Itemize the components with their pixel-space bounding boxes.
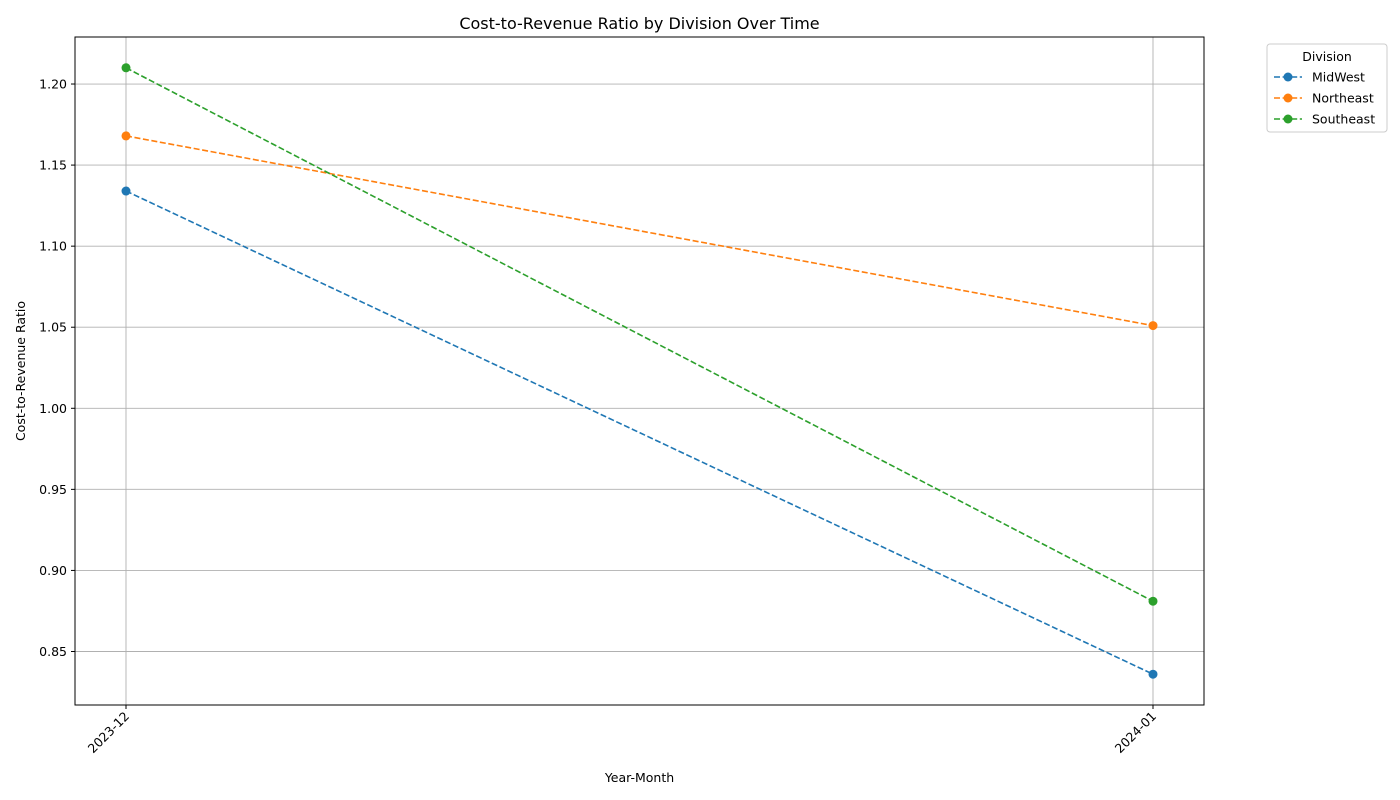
y-tick-label: 0.90 [39,563,67,578]
y-axis-label: Cost-to-Revenue Ratio [13,301,28,441]
y-tick-label: 1.15 [39,158,67,173]
series-line [125,190,1154,675]
x-tick-label: 2023-12 [85,709,133,757]
y-tick-label: 1.20 [39,77,67,92]
legend-marker [1283,93,1293,103]
x-axis-label: Year-Month [604,770,674,785]
x-axis: 2023-12 2024-01 [85,705,1160,757]
series-northeast [121,131,1158,331]
y-tick-label: 0.95 [39,482,67,497]
y-tick-label: 1.10 [39,239,67,254]
data-point [121,186,131,196]
legend-label: Northeast [1312,91,1374,106]
legend-item: Southeast [1274,112,1375,127]
legend-item: Northeast [1274,91,1374,106]
legend-marker [1283,72,1293,82]
legend-marker [1283,114,1293,124]
series-group [121,63,1158,679]
y-tick-label: 1.05 [39,320,67,335]
data-point [121,63,131,73]
x-tick-label: 2024-01 [1112,709,1160,757]
legend-label: MidWest [1312,70,1365,85]
chart-title: Cost-to-Revenue Ratio by Division Over T… [459,14,819,33]
y-axis: 0.85 0.90 0.95 1.00 1.05 1.10 1.15 1.20 [39,77,75,659]
legend-title: Division [1302,49,1352,64]
plot-area-frame [74,36,1205,706]
legend: Division MidWest Northeast Southeast [1266,43,1388,133]
series-line [125,67,1154,602]
grid [75,37,1204,705]
legend-label: Southeast [1312,112,1375,127]
series-midwest [121,186,1158,679]
y-tick-label: 1.00 [39,401,67,416]
y-tick-label: 0.85 [39,644,67,659]
data-point [1148,321,1158,331]
data-point [1148,596,1158,606]
data-point [121,131,131,141]
legend-item: MidWest [1274,70,1365,85]
legend-box [1266,43,1388,133]
data-point [1148,669,1158,679]
series-line [125,135,1154,327]
series-southeast [121,63,1158,606]
